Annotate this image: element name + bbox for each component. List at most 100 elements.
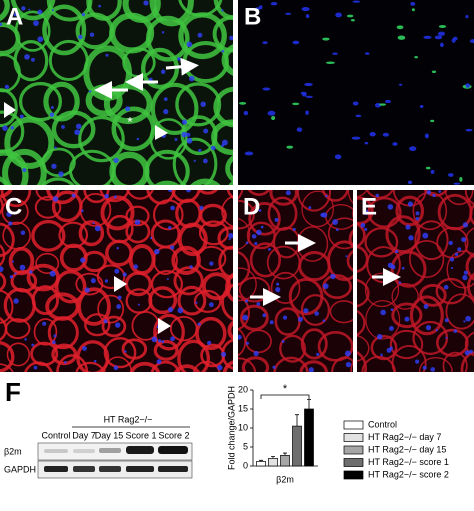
fiber: [75, 361, 105, 372]
micrograph: [357, 190, 474, 372]
fiber: [103, 356, 133, 372]
fiber: [153, 313, 185, 351]
nucleus: [395, 249, 399, 254]
nucleus: [104, 193, 109, 199]
fiber: [51, 343, 78, 366]
nucleus: [443, 284, 449, 290]
band: [44, 466, 68, 472]
nucleus: [208, 302, 214, 308]
nucleus: [262, 41, 268, 45]
fiber: [238, 199, 255, 230]
nucleus: [199, 205, 204, 210]
fiber: [78, 220, 105, 247]
fiber: [192, 360, 221, 372]
fiber: [0, 0, 10, 22]
nucleus: [350, 18, 355, 22]
nucleus: [292, 102, 300, 106]
fiber: [300, 328, 328, 360]
fiber: [0, 289, 14, 324]
band: [99, 448, 121, 453]
nucleus: [285, 190, 291, 196]
y-tick-label: 5: [243, 441, 248, 451]
nucleus: [430, 367, 436, 372]
nucleus: [52, 196, 59, 202]
nucleus: [37, 36, 44, 43]
nucleus: [245, 341, 249, 345]
nucleus: [88, 90, 92, 93]
nucleus: [143, 0, 149, 6]
nucleus: [117, 295, 122, 300]
nucleus: [389, 326, 394, 331]
nucleus: [437, 31, 446, 36]
nucleus: [116, 246, 119, 250]
nucleus: [80, 257, 86, 263]
nucleus: [454, 252, 459, 257]
fiber: [446, 250, 474, 289]
fiber: [0, 149, 29, 185]
nucleus: [447, 173, 454, 177]
nucleus: [322, 37, 330, 41]
fiber: [357, 196, 374, 225]
fiber: [97, 294, 125, 324]
nucleus: [335, 12, 342, 18]
nucleus: [104, 279, 109, 283]
nucleus: [186, 132, 191, 137]
micrograph: [239, 0, 474, 185]
nucleus: [31, 57, 35, 62]
nucleus: [58, 171, 64, 177]
nucleus: [301, 6, 310, 12]
nucleus: [382, 132, 389, 137]
blot-group-label: HT Rag2−/−: [104, 414, 153, 424]
nucleus: [89, 32, 95, 37]
nucleus: [285, 12, 292, 15]
bar: [268, 458, 278, 467]
y-tick-label: 10: [238, 422, 248, 432]
nucleus: [170, 205, 175, 211]
nucleus: [217, 364, 223, 371]
fiber: [357, 309, 366, 337]
fiber: [126, 190, 154, 200]
nucleus: [33, 20, 39, 27]
fiber: [46, 190, 79, 205]
y-axis-label: Fold change/GAPDH: [226, 386, 236, 470]
nucleus: [426, 190, 432, 195]
arrowhead: [158, 318, 171, 334]
nucleus: [161, 31, 165, 34]
nucleus: [28, 8, 31, 11]
arrowhead: [4, 102, 16, 118]
fiber: [6, 342, 30, 367]
nucleus: [465, 83, 471, 88]
nucleus: [330, 273, 336, 280]
nucleus: [448, 240, 453, 246]
nucleus: [398, 281, 402, 284]
fiber: [0, 222, 15, 258]
fiber: [464, 227, 474, 259]
nucleus: [262, 313, 267, 318]
nucleus: [33, 365, 38, 370]
fiber: [419, 357, 453, 372]
fiber: [414, 220, 449, 261]
fiber: [221, 44, 233, 76]
nucleus: [444, 318, 449, 323]
panel-label: A: [6, 3, 23, 30]
nucleus: [105, 53, 109, 57]
fiber: [296, 190, 332, 212]
fiber: [238, 267, 257, 302]
fiber: [101, 315, 127, 338]
nucleus: [453, 329, 458, 333]
fiber: [41, 147, 76, 178]
nucleus: [272, 365, 276, 369]
nucleus: [469, 39, 474, 44]
y-tick-label: 20: [238, 384, 248, 394]
nucleus: [392, 142, 398, 146]
legend-swatch: [343, 458, 364, 467]
nucleus: [462, 222, 469, 228]
nucleus: [422, 365, 427, 370]
fiber: [33, 318, 58, 346]
nucleus: [352, 101, 359, 106]
nucleus: [153, 248, 160, 255]
nucleus: [431, 70, 437, 74]
nucleus: [305, 14, 310, 19]
nucleus: [197, 32, 203, 38]
